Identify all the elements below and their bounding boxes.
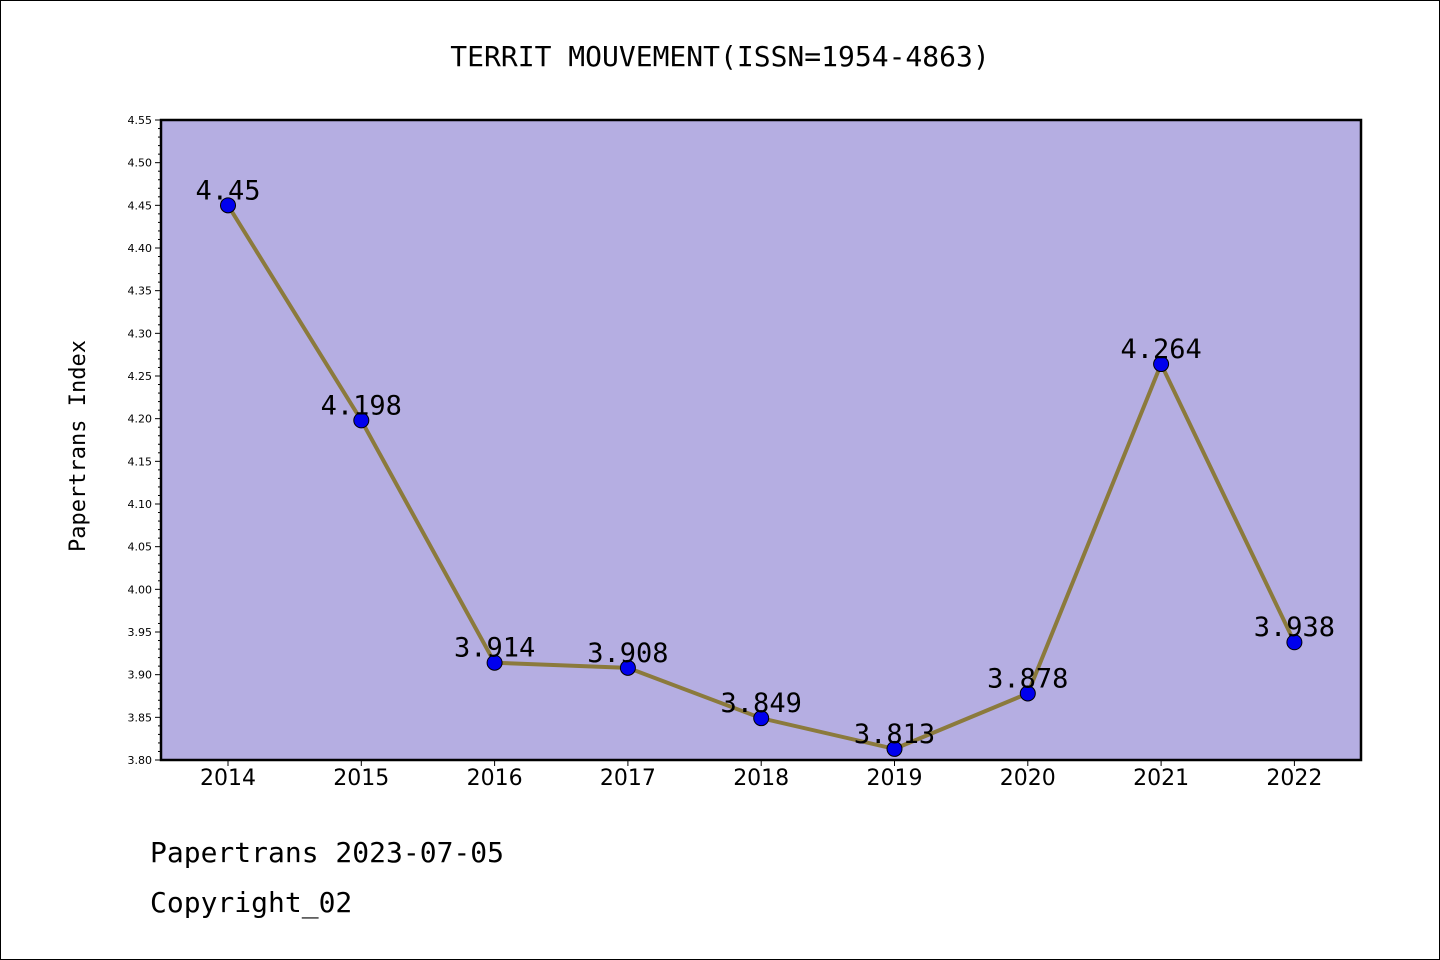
y-tick-label: 4.25 xyxy=(128,370,153,383)
y-tick-label: 4.50 xyxy=(128,157,153,170)
data-label: 3.908 xyxy=(587,638,668,669)
data-point xyxy=(353,412,370,429)
data-point xyxy=(1019,685,1036,702)
x-tick-label: 2020 xyxy=(1000,766,1056,791)
data-point xyxy=(486,654,503,671)
footer-date-line: Papertrans 2023-07-05 xyxy=(150,836,505,869)
y-tick-label: 4.35 xyxy=(128,285,153,298)
x-tick-label: 2017 xyxy=(600,766,656,791)
x-tick-label: 2019 xyxy=(867,766,923,791)
data-label: 3.849 xyxy=(721,688,802,719)
data-point xyxy=(1153,356,1170,373)
data-point xyxy=(753,710,770,727)
data-label: 3.878 xyxy=(987,663,1068,694)
y-tick-label: 4.05 xyxy=(128,541,153,554)
y-tick-label: 4.40 xyxy=(128,242,153,255)
data-label: 4.198 xyxy=(321,390,402,421)
x-tick-label: 2021 xyxy=(1133,766,1189,791)
data-point xyxy=(619,659,636,676)
y-tick-label: 4.00 xyxy=(128,583,153,596)
data-label: 4.264 xyxy=(1120,334,1201,365)
y-tick-label: 4.45 xyxy=(128,199,153,212)
y-tick-label: 3.85 xyxy=(128,711,153,724)
data-point xyxy=(1286,634,1303,651)
y-tick-label: 3.95 xyxy=(128,626,153,639)
y-tick-label: 4.20 xyxy=(128,413,153,426)
y-axis-label: Papertrans Index xyxy=(66,340,91,552)
y-tick-label: 3.90 xyxy=(128,669,153,682)
y-tick-label: 3.80 xyxy=(128,754,153,767)
x-tick-label: 2015 xyxy=(333,766,389,791)
plot-area xyxy=(159,118,1363,762)
footer-copyright: Copyright_02 xyxy=(150,886,353,919)
y-tick-label: 4.30 xyxy=(128,327,153,340)
y-tick-label: 4.55 xyxy=(128,114,153,127)
x-tick-label: 2014 xyxy=(200,766,256,791)
x-axis: 2014 2015 2016 2017 2018 2019 2020 2021 2022 xyxy=(200,760,1322,791)
data-point xyxy=(886,740,903,757)
x-tick-label: 2022 xyxy=(1266,766,1322,791)
data-label: 4.45 xyxy=(195,175,260,206)
series-line-group xyxy=(220,197,1303,757)
chart-title: TERRIT MOUVEMENT(ISSN=1954-4863) xyxy=(450,40,989,73)
data-label-group: 4.45 4.198 3.914 3.908 3.849 3.813 3.878 4.264 3… xyxy=(195,175,1335,750)
y-tick-label: 4.10 xyxy=(128,498,153,511)
data-label: 3.938 xyxy=(1254,612,1335,643)
data-label: 3.914 xyxy=(454,633,535,664)
x-tick-label: 2018 xyxy=(733,766,789,791)
data-point xyxy=(220,197,236,214)
data-label: 3.813 xyxy=(854,719,935,750)
y-tick-label: 4.15 xyxy=(128,455,153,468)
y-axis: 3.80 3.85 3.90 3.95 4.00 4.05 4.10 4.15 4.20 4.25… xyxy=(128,114,161,767)
x-tick-label: 2016 xyxy=(467,766,523,791)
